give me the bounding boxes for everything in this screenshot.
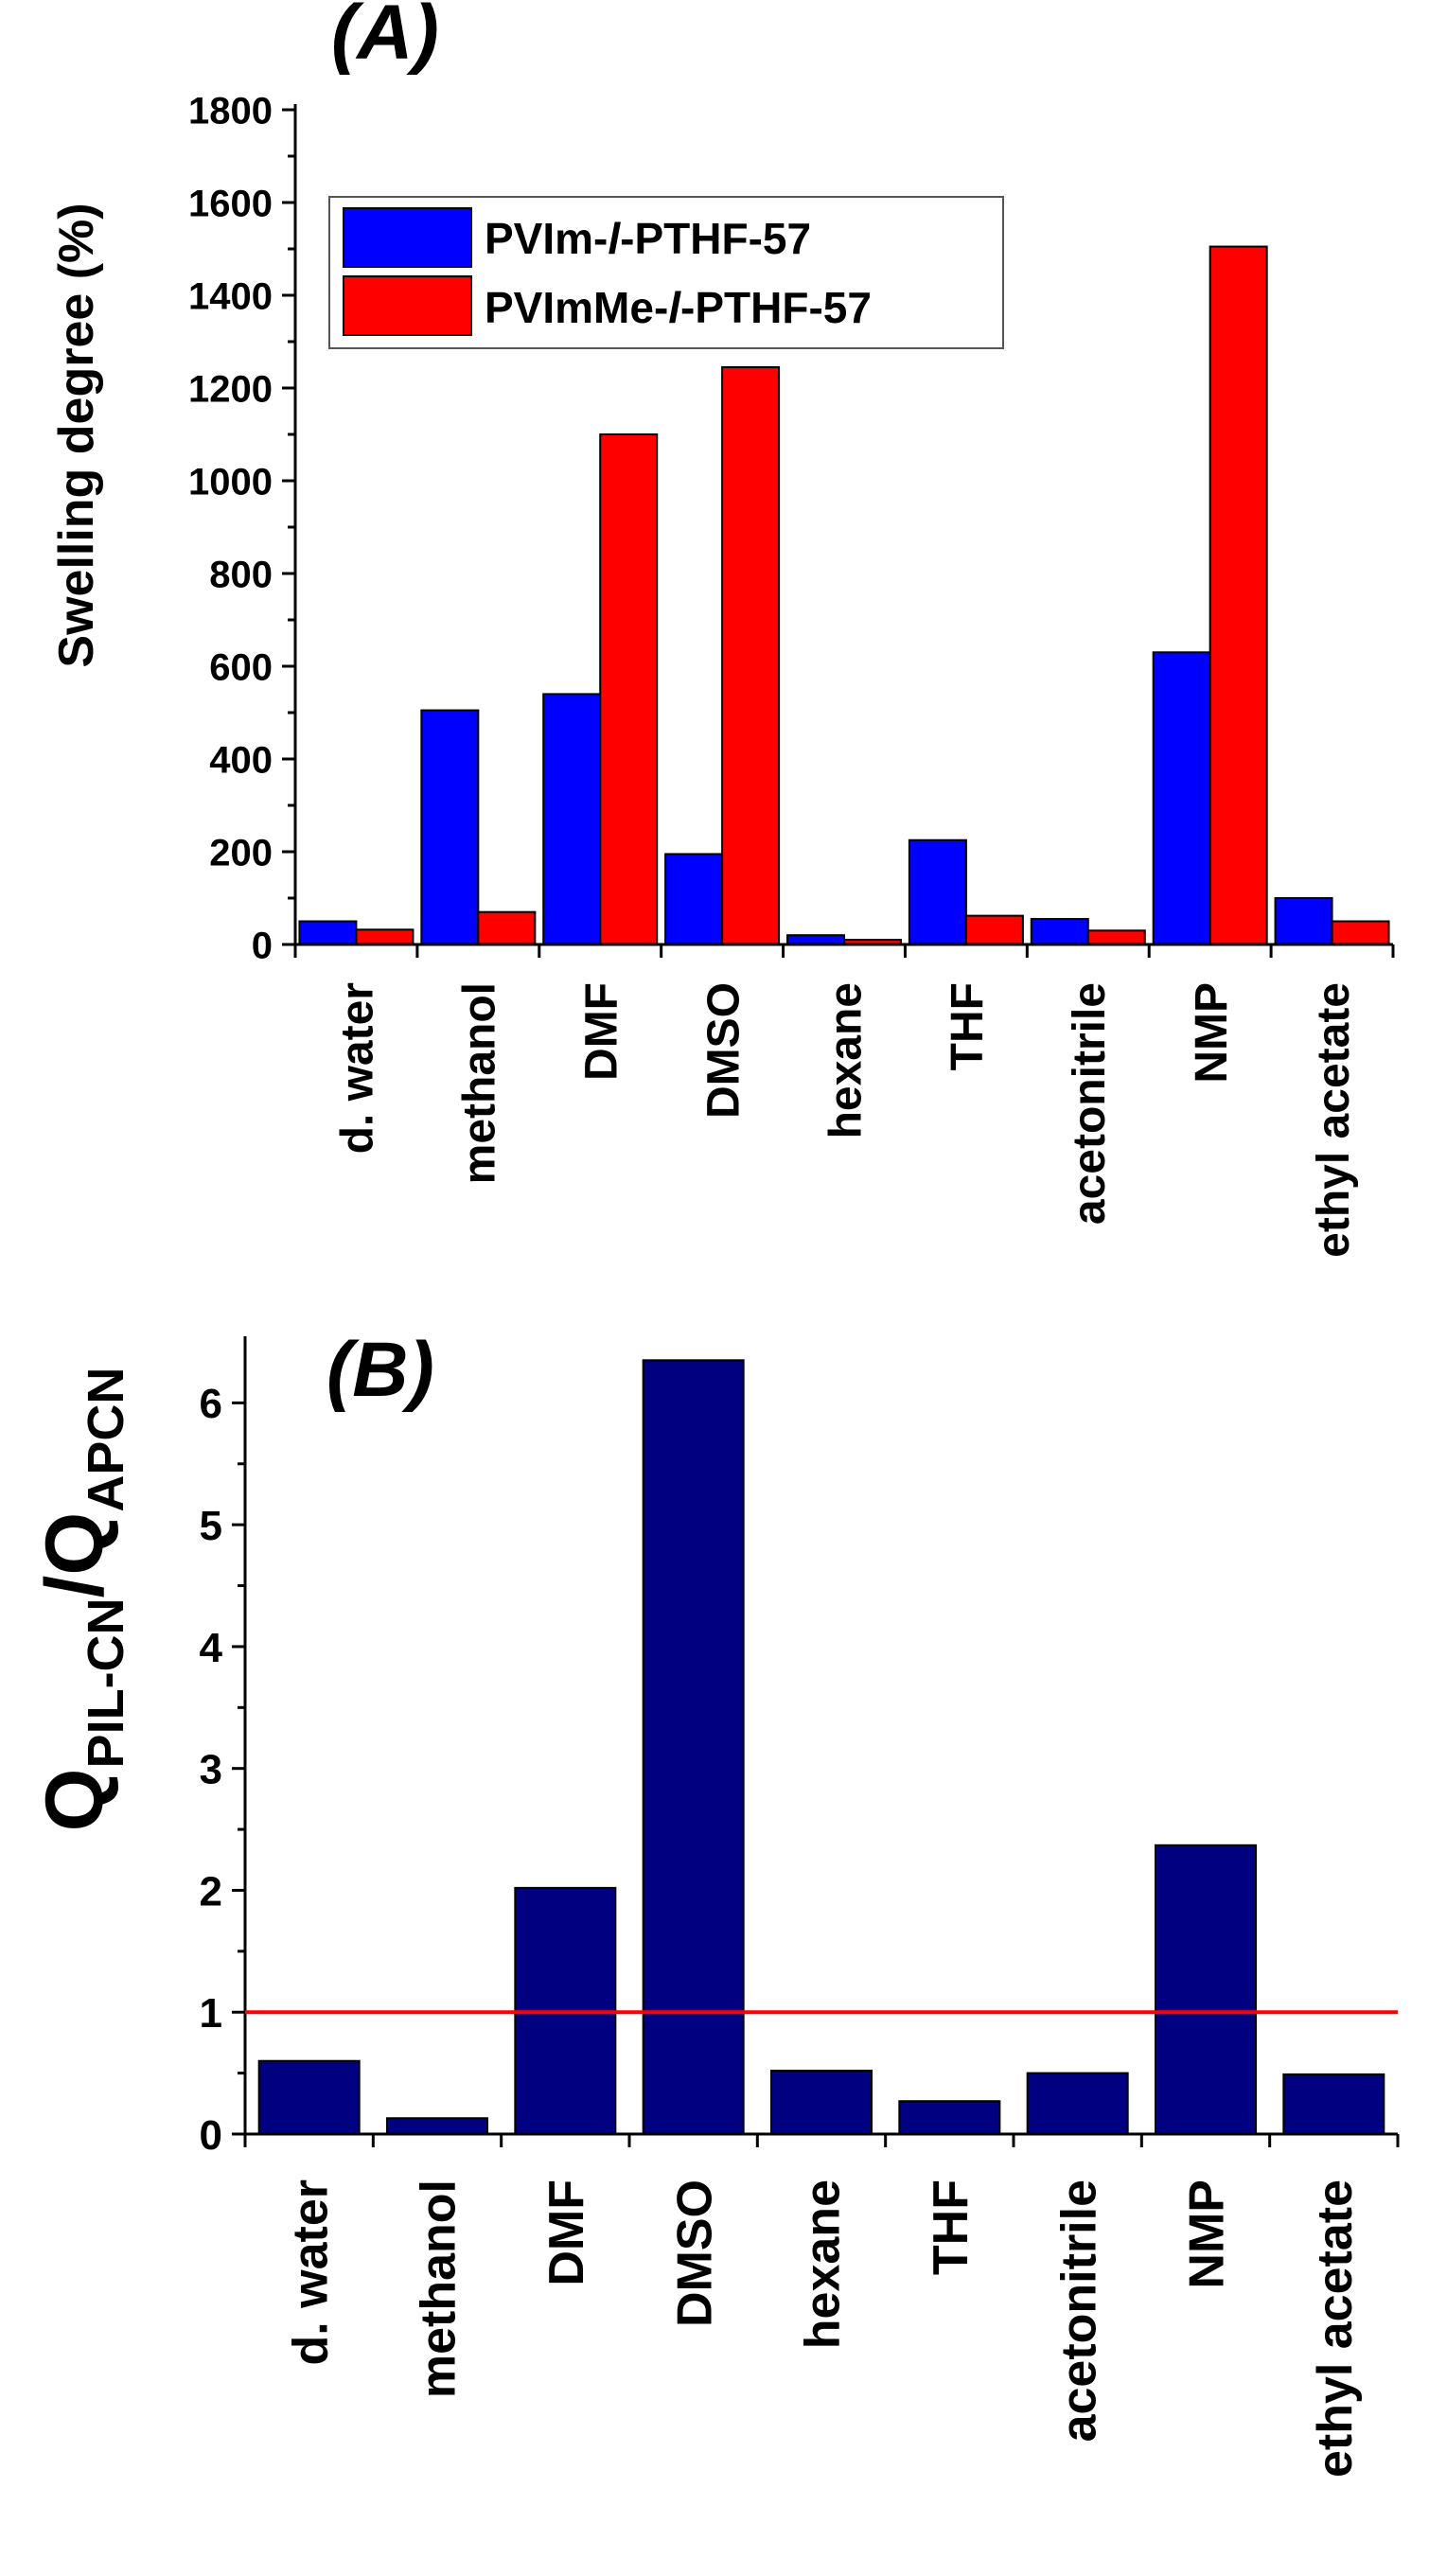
legend-swatch-pvim [343, 207, 472, 268]
panel-b-x-tick-label-ethyl-acetate: ethyl acetate [1308, 2179, 1363, 2478]
panel-b-bar-ratio-acetonitrile [1026, 2072, 1129, 2136]
panel-a-bar-pvimme-l-pthf-57-acetonitrile [1086, 929, 1146, 945]
panel-a-y-tick-label: 600 [209, 646, 273, 688]
panel-b-y-tick-label: 0 [200, 2112, 222, 2159]
panel-b: 0 1 2 3 4 5 6 d. water methanol DMF DMSO hexane THF a… [29, 1327, 1400, 2478]
panel-a: (A) 0 200 400 600 800 1000 1200 1400 1600 1800 d. … [49, 0, 1395, 1258]
panel-a-bars [298, 245, 1390, 946]
panel-a-bar-pvim-l-pthf-57-acetonitrile [1030, 918, 1089, 945]
panel-b-x-tick-label-nmp: NMP [1180, 2179, 1235, 2289]
panel-a-bar-pvimme-l-pthf-57-nmp [1208, 245, 1268, 945]
panel-b-axes: 0 1 2 3 4 5 6 d. water methanol DMF DMSO hexane THF a… [200, 1336, 1400, 2478]
panel-a-bar-pvimme-l-pthf-57-methanol [477, 910, 537, 946]
panel-a-bar-pvim-l-pthf-57-methanol [420, 709, 480, 945]
panel-b-y-tick-label: 5 [200, 1503, 222, 1549]
panel-b-x-tick-label-methanol: methanol [412, 2179, 467, 2398]
panel-a-y-tick-label: 0 [252, 925, 273, 966]
panel-b-bar-ratio-hexane [770, 2070, 873, 2136]
panel-b-y-tick-label: 3 [200, 1747, 222, 1793]
panel-a-x-tick-label-methanol: methanol [455, 982, 505, 1184]
legend-entry-pvim: PVIm-l-PTHF-57 [485, 214, 811, 263]
panel-b-x-tick-label-dmf: DMF [539, 2179, 594, 2286]
panel-b-y-tick-label: 2 [200, 1868, 222, 1914]
panel-a-x-tick-label-dmf: DMF [577, 982, 627, 1081]
panel-a-y-tick-label: 1600 [188, 183, 273, 224]
panel-b-y-tick-label: 6 [200, 1381, 222, 1427]
panel-a-y-tick-label: 200 [209, 832, 273, 873]
panel-b-y-axis-label: QPIL-CN/QAPCN [29, 1367, 134, 1832]
panel-b-bar-ratio-dmso [642, 1359, 745, 2136]
panel-a-bar-pvimme-l-pthf-57-dmso [721, 365, 781, 945]
panel-a-y-tick-label: 1800 [188, 90, 273, 132]
panel-a-bar-pvimme-l-pthf-57-thf [964, 914, 1024, 945]
panel-b-y-tick-label: 4 [200, 1625, 223, 1671]
legend-entry-pvimme: PVImMe-l-PTHF-57 [485, 283, 872, 332]
panel-a-x-tick-label-nmp: NMP [1187, 982, 1237, 1084]
panel-b-bar-ratio-methanol [386, 2117, 488, 2136]
panel-a-bar-pvim-l-pthf-57-thf [908, 838, 967, 945]
panel-a-x-tick-label-dmso: DMSO [698, 982, 749, 1119]
panel-b-label: (B) [326, 1327, 434, 1413]
panel-a-y-tick-label: 400 [209, 739, 273, 781]
legend-swatch-pvimme [343, 275, 472, 336]
panel-b-bars [257, 1359, 1385, 2136]
panel-a-axes: 0 200 400 600 800 1000 1200 1400 1600 1800 d. wate… [188, 90, 1395, 1258]
panel-b-x-tick-label-thf: THF [924, 2179, 979, 2275]
panel-b-bar-ratio-nmp [1155, 1844, 1257, 2135]
panel-a-bar-pvimme-l-pthf-57-dmf [599, 433, 659, 945]
panel-b-x-tick-label-dmso: DMSO [667, 2179, 722, 2327]
panel-b-bar-ratio-thf [898, 2100, 1001, 2136]
panel-a-x-tick-label-d-water: d. water [333, 982, 383, 1154]
panel-a-bar-pvim-l-pthf-57-dmf [542, 693, 602, 946]
panel-a-bar-pvim-l-pthf-57-nmp [1152, 651, 1211, 945]
panel-b-x-tick-label-hexane: hexane [796, 2179, 851, 2349]
panel-a-y-axis-label: Swelling degree (%) [49, 203, 104, 667]
panel-a-legend: PVIm-l-PTHF-57 PVImMe-l-PTHF-57 [328, 196, 1004, 349]
panel-a-y-tick-label: 1200 [188, 368, 273, 410]
panel-b-bar-ratio-d-water [257, 2059, 361, 2136]
panel-a-bar-pvim-l-pthf-57-dmso [664, 853, 724, 946]
panel-a-x-tick-label-acetonitrile: acetonitrile [1065, 982, 1115, 1225]
panel-b-x-tick-label-d-water: d. water [283, 2179, 338, 2366]
panel-a-x-tick-label-ethyl-acetate: ethyl acetate [1309, 982, 1359, 1258]
panel-a-label: (A) [331, 0, 439, 76]
panel-a-y-tick-label: 1400 [188, 275, 273, 317]
panel-a-x-tick-label-hexane: hexane [820, 982, 871, 1138]
panel-a-bar-pvimme-l-pthf-57-ethyl-acetate [1331, 920, 1390, 945]
panel-b-x-tick-label-acetonitrile: acetonitrile [1051, 2179, 1106, 2442]
panel-a-x-tick-label-thf: THF [943, 982, 993, 1070]
panel-a-bar-pvimme-l-pthf-57-d-water [355, 928, 415, 946]
panel-a-y-tick-label: 800 [209, 554, 273, 595]
panel-b-y-tick-label: 1 [200, 1990, 222, 2037]
panel-a-bar-pvim-l-pthf-57-ethyl-acetate [1274, 897, 1333, 945]
panel-a-y-tick-label: 1000 [188, 461, 273, 503]
panel-b-bar-ratio-ethyl-acetate [1282, 2073, 1385, 2135]
panel-a-bar-pvim-l-pthf-57-d-water [298, 920, 358, 945]
